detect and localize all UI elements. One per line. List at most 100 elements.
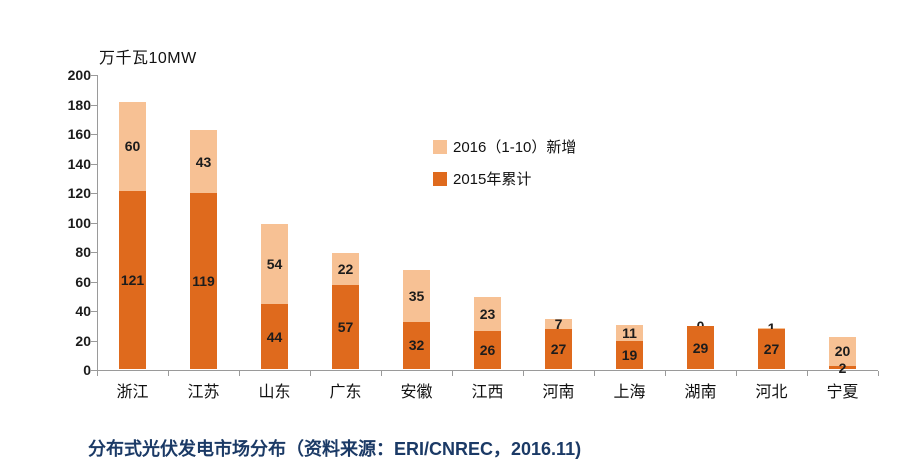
segment-2015-cumulative: 2: [829, 361, 856, 375]
y-axis-tick-label: 20: [75, 332, 91, 349]
legend-item: 2016（1-10）新增: [433, 136, 576, 157]
x-axis-tick: [665, 371, 666, 376]
segment-2016-new: 60: [119, 102, 146, 191]
y-axis-tick-label: 140: [67, 155, 91, 172]
segment-value-label: 22: [337, 260, 354, 277]
y-axis-tick: [91, 370, 97, 371]
segment-value-label: 11: [622, 324, 637, 341]
x-axis-tick: [381, 371, 382, 376]
segment-2016-new: 54: [261, 224, 288, 305]
y-axis-tick: [91, 163, 97, 165]
segment-value-label: 27: [763, 341, 780, 358]
y-axis-tick: [91, 252, 97, 253]
y-axis-tick-label: 80: [75, 244, 91, 260]
x-axis-category-label: 江西: [471, 384, 504, 401]
segment-2016-new: 35: [403, 270, 430, 322]
segment-value-label: 2: [838, 359, 847, 376]
x-axis-category-label: 河南: [542, 384, 575, 401]
x-axis-line: [97, 370, 878, 371]
segment-value-label: 26: [479, 341, 496, 358]
legend-swatch-icon: [433, 171, 447, 186]
y-axis-tick: [91, 134, 97, 135]
x-axis-tick: [310, 371, 311, 376]
segment-value-label: 1: [768, 321, 776, 335]
segment-2015-cumulative: 29: [687, 326, 714, 369]
segment-value-label: 23: [479, 305, 496, 322]
bar-group: 35 32: [381, 270, 452, 369]
legend: 2016（1-10）新增 2015年累计: [433, 136, 576, 189]
x-axis-tick: [594, 371, 595, 376]
segment-2016-new: 43: [190, 130, 217, 194]
segment-value-label: 119: [192, 273, 215, 290]
x-axis-tick: [239, 371, 240, 376]
y-axis-line: [97, 75, 98, 371]
bar-group: 60 121: [97, 102, 168, 369]
segment-value-label: 35: [408, 288, 425, 304]
bar-group: 54 44: [239, 224, 310, 369]
bar-group: 22 57: [310, 252, 381, 369]
x-axis-tick: [452, 371, 453, 376]
x-axis-tick: [168, 371, 169, 376]
segment-2016-new: 20: [829, 336, 856, 367]
x-axis-tick: [807, 371, 808, 376]
bar-group: 029: [665, 319, 736, 369]
segment-2016-new: 1: [758, 321, 785, 335]
segment-2015-cumulative: 27: [545, 329, 572, 369]
chart-caption: 分布式光伏发电市场分布（资料来源：ERI/CNREC，2016.11): [88, 439, 582, 459]
x-axis-tick: [97, 371, 98, 376]
x-axis-category-label: 山东: [258, 384, 291, 401]
segment-value-label: 121: [120, 271, 145, 288]
x-axis-category-label: 上海: [613, 384, 646, 401]
y-axis-tick: [91, 193, 97, 194]
bar-group: 43 119: [168, 130, 239, 369]
y-axis-tick: [91, 222, 97, 224]
y-axis-tick: [91, 281, 97, 283]
axis-unit-label: 万千瓦10MW: [99, 50, 197, 67]
x-axis-category-label: 广东: [329, 384, 362, 401]
y-axis-tick: [91, 311, 97, 312]
segment-value-label: 32: [408, 337, 425, 354]
segment-value-label: 19: [621, 346, 638, 363]
y-axis-tick-label: 180: [67, 96, 91, 113]
x-axis-category-label: 河北: [755, 384, 788, 401]
segment-value-label: 20: [834, 343, 851, 360]
segment-2016-new: 7: [545, 316, 572, 333]
segment-value-label: 29: [692, 339, 709, 356]
x-axis-tick: [878, 371, 879, 376]
segment-value-label: 7: [554, 316, 563, 333]
legend-label: 2016（1-10）新增: [453, 139, 577, 156]
y-axis-tick-label: 40: [75, 303, 91, 319]
y-axis-tick-label: 200: [67, 67, 91, 83]
y-axis-tick-label: 100: [67, 214, 91, 231]
segment-2016-new: 22: [332, 252, 359, 285]
segment-2015-cumulative: 19: [616, 340, 643, 369]
y-axis-tick: [91, 340, 97, 342]
segment-value-label: 43: [195, 153, 212, 170]
y-axis-tick: [91, 75, 97, 76]
y-axis-tick-label: 160: [67, 126, 91, 142]
segment-value-label: 44: [266, 328, 283, 345]
segment-2015-cumulative: 32: [403, 321, 430, 369]
segment-2015-cumulative: 26: [474, 330, 501, 369]
segment-value-label: 54: [266, 256, 283, 273]
y-axis-tick: [91, 104, 97, 106]
x-axis-category-label: 湖南: [684, 384, 717, 401]
y-axis-tick-label: 120: [67, 185, 91, 201]
x-axis-category-label: 安徽: [400, 384, 433, 401]
legend-item: 2015年累计: [433, 168, 576, 189]
segment-2015-cumulative: 27: [758, 329, 785, 369]
segment-2015-cumulative: 44: [261, 304, 288, 369]
segment-2016-new: 11: [616, 324, 643, 341]
segment-2015-cumulative: 57: [332, 284, 359, 369]
segment-value-label: 60: [124, 138, 141, 155]
segment-2015-cumulative: 121: [119, 190, 146, 369]
x-axis-tick: [736, 371, 737, 376]
x-axis-category-label: 江苏: [187, 384, 220, 401]
legend-label: 2015年累计: [453, 171, 532, 188]
segment-value-label: 27: [550, 341, 567, 358]
x-axis-category-label: 宁夏: [826, 384, 859, 401]
bar-group: 20 2: [807, 336, 878, 375]
plot-area: 0 20 40 60 80 100 120 140 160 180 200 60 121 浙江 43 119 江…: [68, 67, 879, 401]
x-axis-tick: [523, 371, 524, 376]
